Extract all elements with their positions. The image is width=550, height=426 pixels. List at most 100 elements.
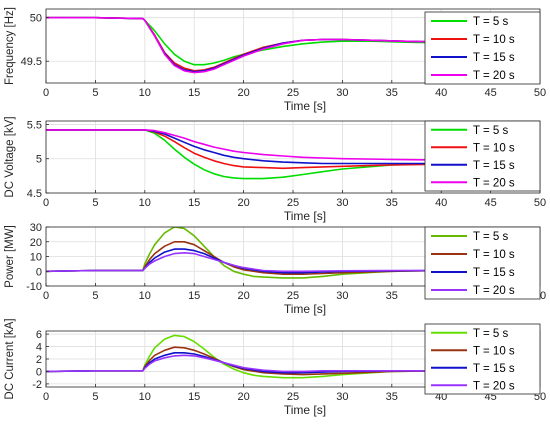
- legend-label-4: T = 20 s: [473, 70, 515, 82]
- x-tick-label: 40: [435, 197, 447, 209]
- x-tick-label: 35: [386, 391, 398, 403]
- y-axis-label: Power [MW]: [4, 225, 16, 288]
- x-tick-label: 25: [287, 391, 299, 403]
- y-tick-label: -10: [26, 281, 42, 293]
- x-tick-label: 10: [139, 197, 151, 209]
- x-axis-label: Time [s]: [284, 209, 326, 223]
- legend-box: [424, 11, 541, 85]
- x-tick-label: 0: [43, 391, 49, 403]
- y-tick-label: 4.5: [27, 188, 42, 200]
- legend-box: [424, 323, 541, 395]
- legend-label-3: T = 15 s: [473, 363, 515, 375]
- legend-label-2: T = 10 s: [473, 249, 515, 261]
- legend-label-2: T = 10 s: [473, 345, 515, 357]
- x-tick-label: 20: [237, 197, 249, 209]
- x-tick-label: 30: [336, 290, 348, 302]
- x-tick-label: 30: [336, 87, 348, 99]
- y-tick-label: 0: [36, 266, 42, 278]
- legend-box: [424, 120, 541, 192]
- x-tick-label: 50: [534, 87, 546, 99]
- series-line-1: [46, 334, 540, 379]
- legend: T = 5 s T = 10 s T = 15 s T = 20 s: [424, 323, 541, 395]
- x-tick-label: 10: [139, 87, 151, 99]
- x-tick-label: 45: [484, 87, 496, 99]
- x-tick-label: 5: [92, 290, 98, 302]
- legend: T = 5 s T = 10 s T = 15 s T = 20 s: [424, 226, 541, 300]
- x-tick-label: 25: [287, 290, 299, 302]
- y-tick-label: 0: [36, 366, 42, 378]
- legend-label-2: T = 10 s: [473, 34, 515, 46]
- y-tick-label: 5.5: [27, 119, 42, 131]
- legend-label-4: T = 20 s: [473, 380, 515, 392]
- y-axis-label: DC Current [kA]: [4, 318, 16, 399]
- x-tick-label: 20: [237, 290, 249, 302]
- legend: T = 5 s T = 10 s T = 15 s T = 20 s: [424, 120, 541, 192]
- x-tick-label: 15: [188, 87, 200, 99]
- y-tick-label: 6: [36, 329, 42, 341]
- y-tick-label: 5: [36, 154, 42, 166]
- legend-label-2: T = 10 s: [473, 142, 515, 154]
- x-tick-label: 35: [386, 87, 398, 99]
- series-line-1: [46, 227, 540, 279]
- y-axis-label: DC Voltage [kV]: [4, 116, 16, 197]
- x-tick-label: 10: [139, 290, 151, 302]
- x-tick-label: 30: [336, 391, 348, 403]
- series-line-1: [46, 16, 540, 66]
- legend-label-3: T = 15 s: [473, 52, 515, 64]
- legend-label-1: T = 5 s: [473, 125, 509, 137]
- y-tick-label: 2: [36, 354, 42, 366]
- legend-label-1: T = 5 s: [473, 328, 509, 340]
- y-tick-label: 50: [30, 13, 42, 25]
- series-line-4: [46, 129, 540, 163]
- legend-label-4: T = 20 s: [473, 285, 515, 297]
- y-axis-label: Frequency [Hz]: [4, 7, 16, 85]
- legend-label-3: T = 15 s: [473, 267, 515, 279]
- legend-label-4: T = 20 s: [473, 177, 515, 189]
- series-line-4: [46, 16, 540, 74]
- x-axis-label: Time [s]: [284, 403, 326, 417]
- x-tick-label: 35: [386, 197, 398, 209]
- y-tick-label: 49.5: [21, 56, 42, 68]
- y-tick-label: 30: [30, 222, 42, 234]
- x-tick-label: 20: [237, 87, 249, 99]
- x-tick-label: 5: [92, 197, 98, 209]
- series-line-3: [46, 129, 540, 165]
- x-tick-label: 25: [287, 197, 299, 209]
- x-axis-label: Time [s]: [284, 99, 326, 113]
- y-tick-label: -2: [32, 379, 42, 391]
- x-tick-label: 25: [287, 87, 299, 99]
- x-tick-label: 15: [188, 290, 200, 302]
- x-tick-label: 5: [92, 87, 98, 99]
- x-tick-label: 20: [237, 391, 249, 403]
- legend-label-1: T = 5 s: [473, 231, 509, 243]
- x-tick-label: 15: [188, 391, 200, 403]
- x-axis-label: Time [s]: [284, 302, 326, 316]
- legend: T = 5 s T = 10 s T = 15 s T = 20 s: [424, 11, 541, 85]
- y-tick-label: 4: [36, 342, 42, 354]
- x-tick-label: 30: [336, 197, 348, 209]
- x-tick-label: 10: [139, 391, 151, 403]
- legend-label-3: T = 15 s: [473, 160, 515, 172]
- x-tick-label: 0: [43, 290, 49, 302]
- legend-box: [424, 226, 541, 300]
- legend-label-1: T = 5 s: [473, 16, 509, 28]
- series-line-2: [46, 129, 540, 170]
- x-tick-label: 0: [43, 87, 49, 99]
- x-tick-label: 45: [484, 197, 496, 209]
- series-line-4: [46, 252, 540, 273]
- x-tick-label: 0: [43, 197, 49, 209]
- x-tick-label: 35: [386, 290, 398, 302]
- y-tick-label: 10: [30, 252, 42, 264]
- x-tick-label: 15: [188, 197, 200, 209]
- y-tick-label: 20: [30, 237, 42, 249]
- chart-panel-1: 0 5 10 15 20 25 30 35 40 45 50 49.5 50 Time [s] Freque…: [4, 7, 546, 113]
- x-tick-label: 5: [92, 391, 98, 403]
- series-line-4: [46, 354, 540, 373]
- series-line-1: [46, 129, 540, 180]
- x-tick-label: 40: [435, 87, 447, 99]
- chart-panel-2: 0 5 10 15 20 25 30 35 40 45 50 4.5 5 5.5 Time [s] DC Vo…: [4, 116, 546, 223]
- x-tick-label: 50: [534, 197, 546, 209]
